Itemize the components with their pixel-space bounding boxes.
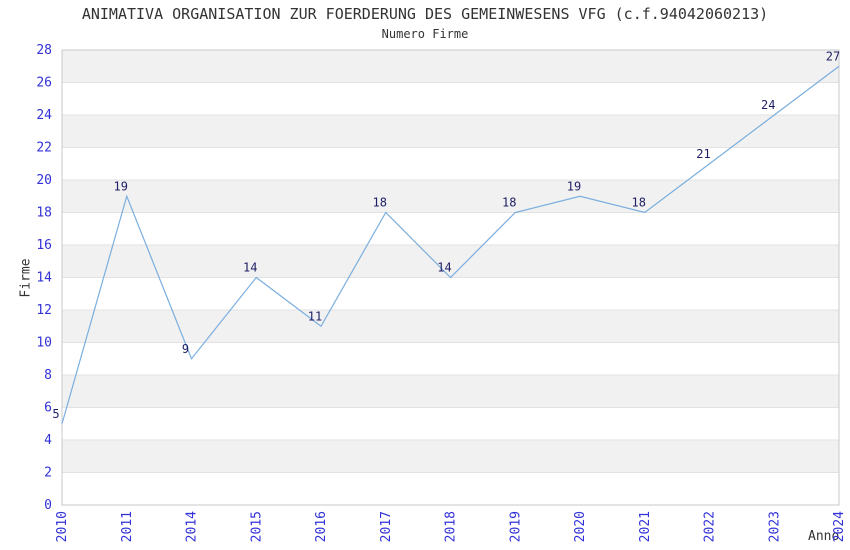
- grid-band: [62, 342, 839, 375]
- x-tick-label: 2020: [573, 511, 588, 542]
- data-point-label: 19: [567, 179, 581, 193]
- plot-border: [61, 49, 840, 506]
- y-tick-label: 26: [36, 76, 52, 91]
- grid-band: [62, 407, 839, 440]
- grid-band: [62, 82, 839, 115]
- y-tick-label: 8: [44, 368, 52, 383]
- grid-band: [62, 472, 839, 505]
- data-point-label: 14: [437, 261, 451, 275]
- x-tick-label: 2018: [444, 511, 459, 542]
- chart-title: ANIMATIVA ORGANISATION ZUR FOERDERUNG DE…: [81, 5, 769, 23]
- x-tick-label: 2017: [379, 511, 394, 542]
- y-tick-label: 12: [36, 303, 52, 318]
- x-tick-label: 2016: [314, 511, 329, 542]
- data-point-label: 27: [826, 49, 840, 63]
- grid-band: [62, 277, 839, 310]
- x-tick-label: 2023: [767, 511, 782, 542]
- x-tick-label: 2011: [120, 511, 135, 542]
- y-tick-label: 14: [36, 271, 52, 286]
- grid-band: [62, 147, 839, 180]
- grid-band: [62, 115, 839, 148]
- data-point-label: 5: [52, 407, 59, 421]
- data-point-label: 18: [373, 196, 387, 210]
- x-tick-label: 2021: [638, 511, 653, 542]
- grid-band: [62, 50, 839, 83]
- chart-subtitle: Numero Firme: [381, 27, 469, 41]
- grid-band: [62, 245, 839, 278]
- x-tick-label: 2014: [185, 511, 200, 542]
- grid-band: [62, 310, 839, 343]
- grid-band: [62, 212, 839, 245]
- y-tick-label: 20: [36, 173, 52, 188]
- data-point-label: 21: [696, 147, 710, 161]
- data-point-label: 18: [632, 196, 646, 210]
- y-tick-label: 4: [44, 433, 52, 448]
- x-tick-label: 2022: [703, 511, 718, 542]
- grid-band: [62, 440, 839, 473]
- data-point-label: 9: [182, 342, 189, 356]
- y-tick-label: 0: [44, 498, 52, 513]
- x-tick-label: 2015: [249, 511, 264, 542]
- data-point-label: 18: [502, 196, 516, 210]
- x-tick-label: 2010: [55, 511, 70, 542]
- x-tick-label: 2024: [832, 511, 847, 542]
- data-point-label: 11: [308, 309, 322, 323]
- x-tick-label: 2019: [508, 511, 523, 542]
- grid-band: [62, 375, 839, 408]
- y-tick-label: 6: [44, 401, 52, 416]
- y-tick-label: 28: [36, 43, 52, 58]
- y-tick-label: 16: [36, 238, 52, 253]
- data-point-label: 24: [761, 98, 775, 112]
- y-tick-label: 18: [36, 206, 52, 221]
- x-axis-label: Anno: [808, 529, 840, 544]
- data-point-label: 14: [243, 261, 257, 275]
- data-point-label: 19: [114, 179, 128, 193]
- y-tick-label: 24: [36, 108, 52, 123]
- y-tick-label: 2: [44, 466, 52, 481]
- series-line: [61, 65, 840, 424]
- grid-band: [62, 180, 839, 213]
- y-tick-label: 10: [36, 336, 52, 351]
- y-tick-label: 22: [36, 141, 52, 156]
